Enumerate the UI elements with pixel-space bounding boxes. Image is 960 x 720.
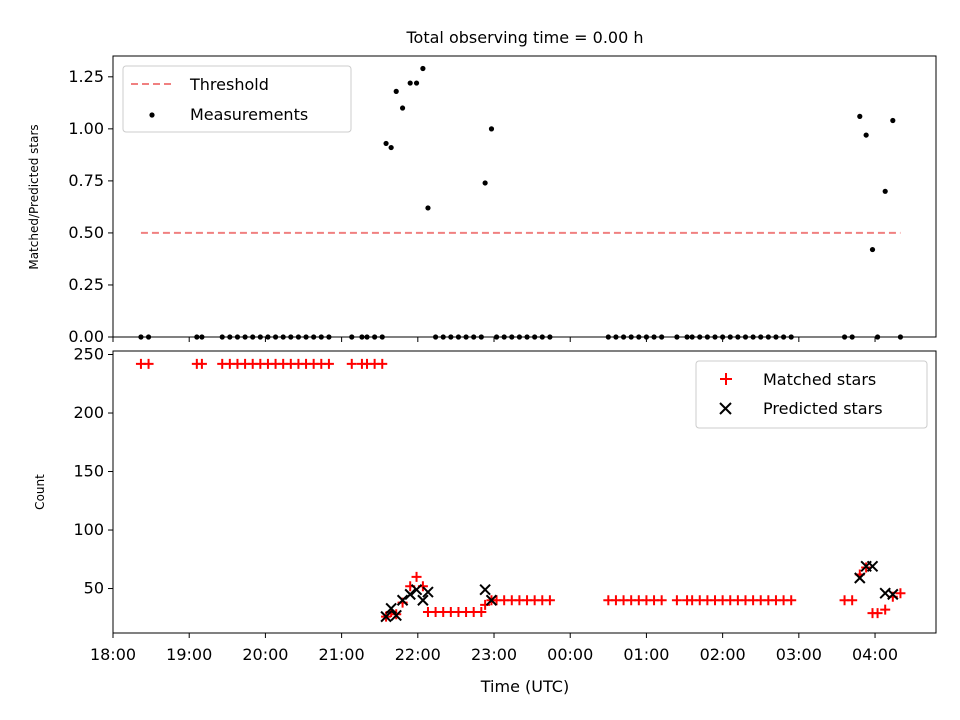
top-ytick-label: 1.00	[68, 119, 104, 138]
measurement-point	[420, 65, 426, 72]
measurement-point	[393, 88, 399, 94]
predicted-star-marker	[404, 588, 416, 601]
predicted-star-marker	[866, 560, 879, 573]
measurement-point	[425, 205, 431, 211]
predicted-star-marker	[422, 586, 434, 598]
legend-predicted-swatch	[719, 402, 732, 415]
bottom-plot-area: 50 100 150 200 250 18:00 19:00 20:00 21:00 22:00 2…	[73, 345, 906, 664]
top-ytick-label: 1.25	[68, 67, 104, 86]
matched-star-marker	[346, 358, 357, 369]
bottom-xtick-label: 01:00	[623, 645, 669, 664]
matched-star-marker	[143, 358, 154, 369]
bottom-xlabel: Time (UTC)	[480, 677, 569, 696]
top-legend-box	[122, 65, 352, 133]
top-title: Total observing time = 0.00 h	[405, 28, 643, 47]
predicted-star-marker	[380, 610, 392, 623]
matched-star-marker	[872, 608, 883, 619]
legend-measurements-label: Measurements	[190, 105, 308, 124]
measurement-point	[407, 80, 413, 86]
matched-star-marker	[196, 358, 207, 369]
measurement-point	[882, 188, 888, 194]
bottom-ytick-label: 250	[73, 345, 104, 364]
measurement-point	[482, 180, 488, 186]
bottom-ytick-label: 200	[73, 403, 104, 422]
matched-star-marker	[895, 588, 906, 599]
top-legend: Threshold Measurements	[122, 65, 352, 133]
measurement-point	[413, 80, 420, 86]
measurement-point	[388, 144, 394, 151]
bottom-axes-frame	[112, 350, 937, 634]
measurement-point	[399, 105, 406, 111]
bottom-xtick-label: 18:00	[90, 645, 136, 664]
matched-star-marker	[786, 595, 797, 606]
bottom-xtick-label: 22:00	[395, 645, 441, 664]
bottom-xtick-label: 23:00	[471, 645, 517, 664]
matched-star-marker	[476, 606, 487, 617]
predicted-star-marker	[485, 594, 498, 606]
bottom-ylabel: Count	[33, 474, 47, 510]
predicted-star-marker	[854, 572, 866, 584]
bottom-ytick-label: 50	[84, 579, 104, 598]
bottom-xtick-label: 04:00	[852, 645, 898, 664]
bottom-xtick-label: 21:00	[319, 645, 365, 664]
bottom-xtick-label: 19:00	[166, 645, 212, 664]
measurement-point	[869, 246, 876, 253]
legend-threshold-label: Threshold	[189, 75, 269, 94]
measurement-point	[890, 117, 896, 124]
bottom-xtick-label: 03:00	[776, 645, 822, 664]
bottom-ytick-label: 150	[73, 462, 104, 481]
matched-star-marker	[847, 595, 858, 606]
matched-star-marker	[671, 595, 682, 606]
bottom-xtick-label: 00:00	[547, 645, 593, 664]
predicted-star-marker	[385, 602, 397, 615]
top-ytick-label: 0.00	[68, 327, 104, 346]
predicted-star-marker	[887, 588, 899, 601]
predicted-star-marker	[479, 583, 491, 596]
matched-star-marker	[411, 571, 422, 582]
matched-star-marker	[544, 595, 555, 606]
matched-star-marker	[480, 599, 491, 610]
predicted-star-marker	[396, 594, 409, 606]
bottom-xtick-label: 02:00	[700, 645, 746, 664]
top-ytick-label: 0.75	[68, 171, 104, 190]
bottom-ytick-label: 100	[73, 520, 104, 539]
bottom-legend-box	[695, 360, 928, 429]
top-ytick-label: 0.25	[68, 275, 104, 294]
top-panel: Total observing time = 0.00 h Matched/Pr…	[27, 28, 937, 346]
legend-predicted-label: Predicted stars	[763, 399, 883, 418]
matched-star-marker	[880, 604, 891, 615]
matched-star-marker	[323, 358, 334, 369]
measurement-point	[383, 140, 389, 147]
bottom-panel: Count Time (UTC) 50 100 150 200 250 18:00 19:0…	[33, 345, 937, 696]
top-ylabel: Matched/Predicted stars	[27, 124, 41, 269]
measurement-point	[857, 113, 863, 119]
top-ytick-label: 0.50	[68, 223, 104, 242]
bottom-xtick-label: 20:00	[242, 645, 288, 664]
top-axes-frame	[112, 55, 937, 338]
measurement-point	[863, 132, 869, 138]
legend-matched-label: Matched stars	[763, 370, 876, 389]
legend-measurements-swatch	[149, 112, 155, 118]
bottom-legend: Matched stars Predicted stars	[695, 360, 928, 429]
predicted-star-marker	[410, 583, 423, 596]
legend-matched-swatch	[720, 373, 732, 385]
matched-star-marker	[656, 595, 667, 606]
predicted-star-marker	[417, 594, 429, 606]
measurement-point	[488, 126, 495, 132]
predicted-star-marker	[390, 609, 402, 622]
matched-star-marker	[377, 358, 388, 369]
